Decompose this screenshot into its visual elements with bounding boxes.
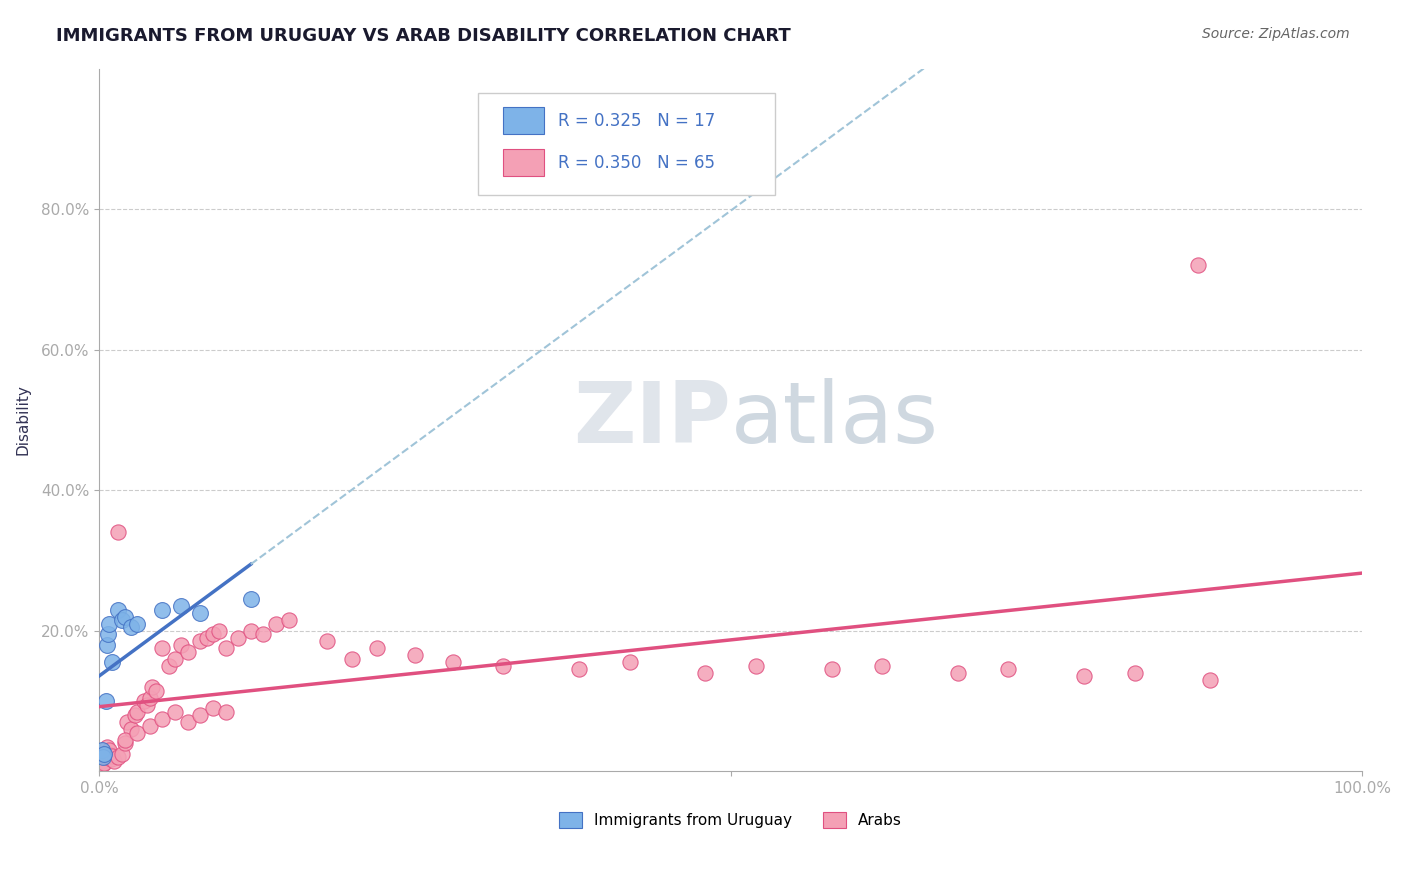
Point — [98, 616, 121, 631]
Point — [90, 754, 112, 768]
Point — [188, 606, 211, 620]
Point — [136, 698, 159, 712]
Point — [152, 603, 174, 617]
Text: R = 0.350   N = 65: R = 0.350 N = 65 — [558, 153, 714, 171]
Point — [132, 694, 155, 708]
Point — [152, 712, 174, 726]
Point — [366, 641, 388, 656]
Point — [252, 627, 274, 641]
Point — [103, 754, 125, 768]
Point — [97, 627, 120, 641]
Point — [239, 624, 262, 638]
Point — [114, 732, 136, 747]
Text: Source: ZipAtlas.com: Source: ZipAtlas.com — [1202, 27, 1350, 41]
Point — [107, 525, 129, 540]
Legend: Immigrants from Uruguay, Arabs: Immigrants from Uruguay, Arabs — [553, 805, 908, 834]
Point — [619, 656, 641, 670]
Point — [127, 616, 149, 631]
Point — [139, 719, 162, 733]
Point — [170, 599, 193, 614]
Point — [94, 750, 117, 764]
Point — [114, 609, 136, 624]
Point — [492, 659, 515, 673]
Point — [124, 708, 146, 723]
Point — [91, 750, 114, 764]
Text: IMMIGRANTS FROM URUGUAY VS ARAB DISABILITY CORRELATION CHART: IMMIGRANTS FROM URUGUAY VS ARAB DISABILI… — [56, 27, 792, 45]
Point — [315, 634, 337, 648]
Point — [214, 641, 236, 656]
Point — [139, 690, 162, 705]
Point — [120, 722, 142, 736]
Point — [141, 680, 163, 694]
FancyBboxPatch shape — [503, 149, 544, 176]
Point — [201, 701, 224, 715]
Point — [208, 624, 231, 638]
FancyBboxPatch shape — [478, 93, 775, 195]
Point — [93, 747, 115, 761]
FancyBboxPatch shape — [503, 107, 544, 134]
Point — [1073, 669, 1095, 683]
Point — [568, 662, 591, 676]
Text: R = 0.325   N = 17: R = 0.325 N = 17 — [558, 112, 714, 129]
Text: atlas: atlas — [731, 378, 939, 461]
Point — [870, 659, 893, 673]
Point — [195, 631, 218, 645]
Point — [277, 613, 299, 627]
Point — [239, 592, 262, 607]
Point — [170, 638, 193, 652]
Point — [695, 665, 717, 680]
Point — [90, 743, 112, 757]
Point — [97, 747, 120, 761]
Point — [98, 743, 121, 757]
Point — [100, 752, 122, 766]
Point — [165, 652, 187, 666]
Point — [177, 715, 200, 730]
Point — [101, 748, 124, 763]
Point — [93, 756, 115, 770]
Point — [157, 659, 180, 673]
Point — [997, 662, 1019, 676]
Point — [107, 603, 129, 617]
Point — [340, 652, 363, 666]
Point — [1123, 665, 1146, 680]
Point — [946, 665, 969, 680]
Point — [96, 739, 118, 754]
Point — [1199, 673, 1222, 687]
Y-axis label: Disability: Disability — [15, 384, 30, 456]
Point — [1187, 258, 1209, 272]
Point — [821, 662, 844, 676]
Point — [404, 648, 426, 663]
Text: ZIP: ZIP — [572, 378, 731, 461]
Point — [441, 656, 464, 670]
Point — [120, 620, 142, 634]
Point — [214, 705, 236, 719]
Point — [152, 641, 174, 656]
Point — [188, 708, 211, 723]
Point — [91, 757, 114, 772]
Point — [745, 659, 768, 673]
Point — [114, 736, 136, 750]
Point — [177, 645, 200, 659]
Point — [127, 725, 149, 739]
Point — [264, 616, 287, 631]
Point — [111, 613, 134, 627]
Point — [226, 631, 249, 645]
Point — [127, 705, 149, 719]
Point — [188, 634, 211, 648]
Point — [201, 627, 224, 641]
Point — [115, 715, 138, 730]
Point — [94, 694, 117, 708]
Point — [165, 705, 187, 719]
Point — [96, 638, 118, 652]
Point — [111, 747, 134, 761]
Point — [107, 750, 129, 764]
Point — [101, 656, 124, 670]
Point — [145, 683, 167, 698]
